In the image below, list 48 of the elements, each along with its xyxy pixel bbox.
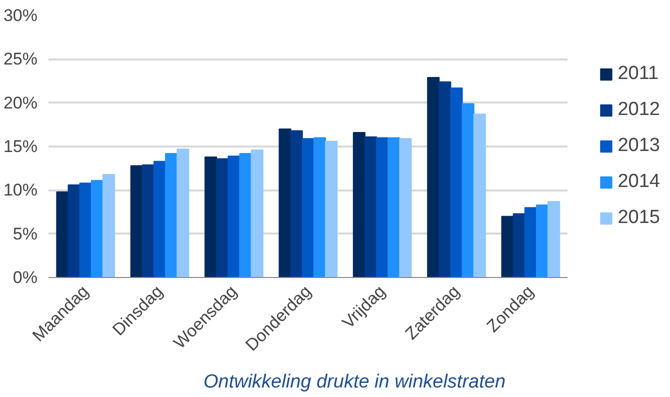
bar — [142, 164, 154, 278]
bar — [68, 184, 80, 278]
y-tick-label: 30% — [3, 6, 38, 25]
bar — [56, 191, 69, 278]
bar — [290, 130, 303, 278]
bar — [548, 201, 560, 278]
legend-label: 2013 — [618, 135, 660, 157]
bar — [450, 87, 463, 278]
bar — [376, 137, 389, 278]
bar — [313, 137, 326, 278]
bar — [250, 149, 264, 278]
bar — [388, 137, 400, 278]
bar — [399, 138, 412, 278]
bar — [427, 77, 440, 278]
bar — [512, 213, 526, 278]
bar — [165, 152, 178, 278]
bar — [302, 138, 314, 278]
y-tick-label: 15% — [3, 137, 38, 156]
bar — [278, 128, 292, 278]
legend-label: 2011 — [618, 63, 659, 85]
y-tick-label: 10% — [3, 180, 38, 200]
y-tick-label: 0% — [12, 268, 38, 287]
bar — [216, 158, 229, 278]
bar — [438, 81, 452, 278]
y-tick-label: 5% — [12, 224, 38, 244]
bar — [176, 148, 190, 278]
bar — [536, 204, 549, 278]
legend-label: 2012 — [618, 99, 660, 121]
bar — [364, 136, 378, 278]
bar — [130, 165, 143, 278]
bar — [153, 160, 166, 278]
bar — [473, 114, 486, 278]
bar — [90, 180, 104, 278]
bar — [79, 182, 92, 278]
bar — [102, 174, 116, 278]
bar — [501, 216, 514, 278]
bar — [462, 103, 474, 278]
bar — [204, 156, 218, 278]
legend-label: 2014 — [618, 171, 660, 193]
bar — [324, 140, 338, 278]
bar — [228, 156, 240, 278]
bar — [239, 152, 252, 278]
bar — [524, 207, 537, 278]
y-tick-label: 20% — [3, 93, 38, 112]
bar — [352, 132, 366, 278]
text: Ontwikkeling drukte in winkelstraten — [203, 372, 506, 392]
legend-label: 2015 — [618, 207, 660, 229]
y-tick-label: 25% — [3, 50, 38, 69]
